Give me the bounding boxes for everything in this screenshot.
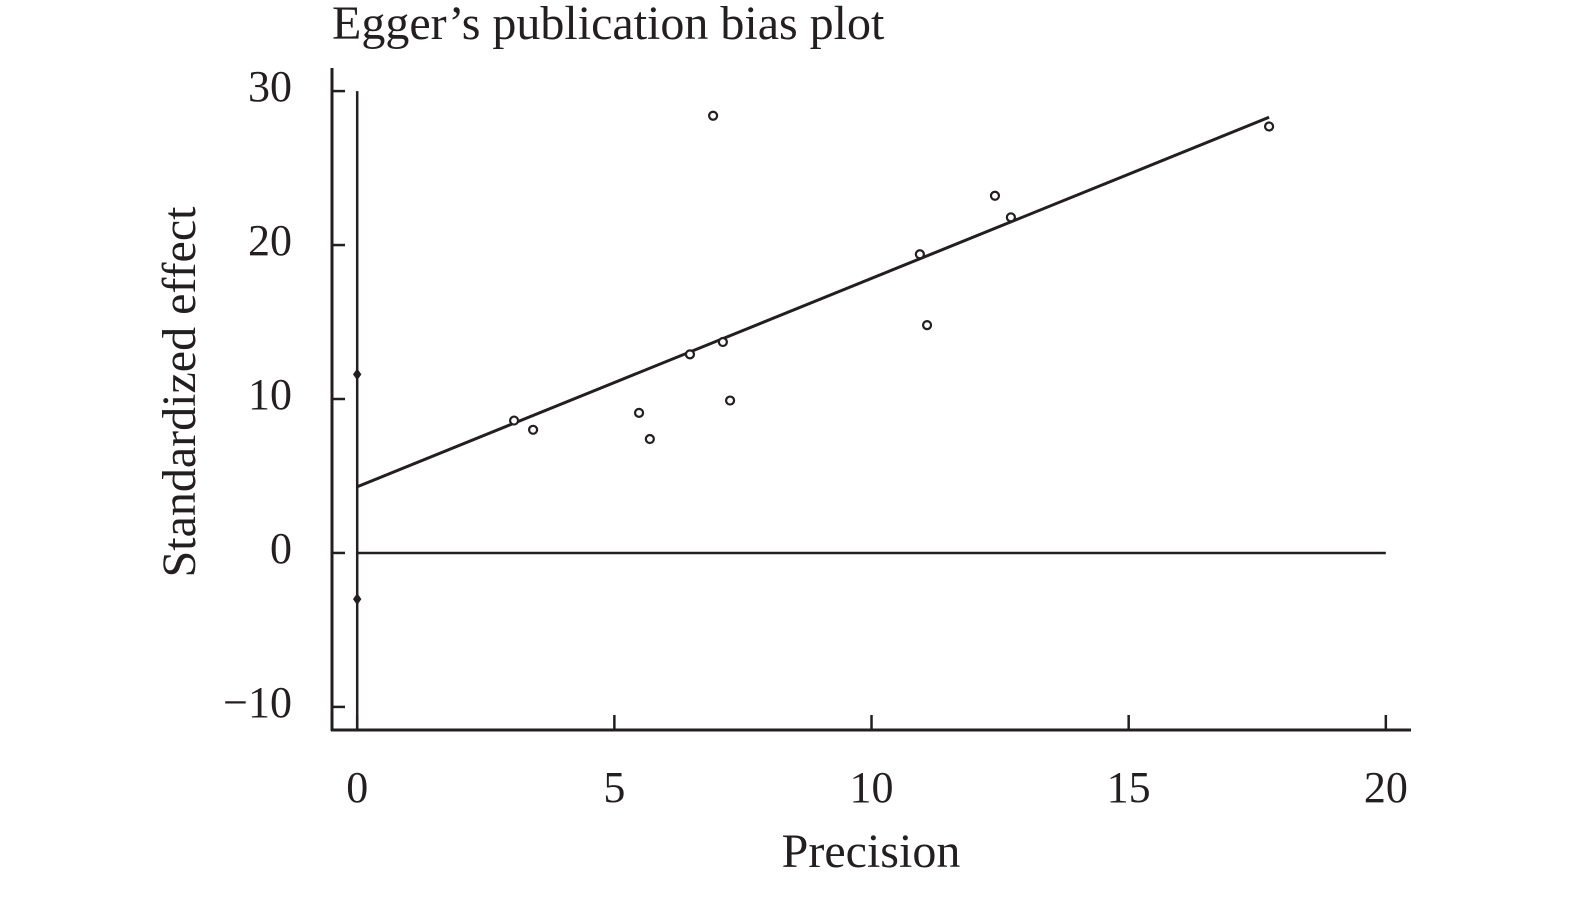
fit-line — [356, 115, 1270, 489]
point — [1263, 121, 1275, 132]
intercept-ci-marker — [353, 368, 362, 381]
point — [921, 320, 933, 331]
x-tick-label: 0 — [346, 763, 368, 812]
x-tick-label: 10 — [850, 763, 894, 812]
point — [684, 349, 696, 360]
point — [508, 415, 520, 426]
intercept-ci-marker — [353, 593, 362, 606]
point — [717, 336, 728, 348]
y-tick-label: −10 — [223, 678, 292, 727]
point — [633, 407, 645, 418]
y-tick-label: 10 — [248, 370, 292, 419]
x-tick-label: 5 — [603, 763, 625, 812]
point — [724, 395, 736, 406]
x-axis-label: Precision — [782, 825, 961, 878]
y-tick-label: 20 — [248, 216, 292, 265]
x-tick-label: 20 — [1364, 763, 1408, 812]
point — [1005, 212, 1016, 223]
point — [914, 249, 925, 260]
point — [527, 424, 539, 435]
point — [989, 190, 1001, 201]
y-axis-label: Standardized effect — [153, 206, 206, 578]
chart-title: Egger’s publication bias plot — [332, 0, 885, 50]
point — [708, 110, 719, 121]
point — [644, 433, 655, 445]
x-tick-label: 15 — [1107, 763, 1151, 812]
y-tick-label: 30 — [248, 62, 292, 111]
y-tick-label: 0 — [270, 524, 292, 573]
